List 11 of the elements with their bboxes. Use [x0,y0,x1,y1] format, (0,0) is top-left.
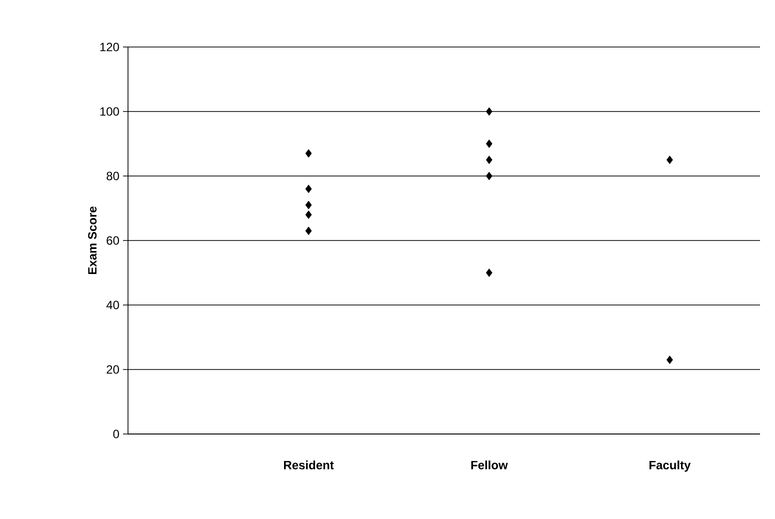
x-tick-label: Resident [284,460,334,470]
x-tick-label: Fellow [471,460,508,470]
y-tick-label: 0 [113,430,120,438]
y-tick-label: 20 [106,365,120,374]
y-tick-label: 100 [100,107,120,116]
y-tick-label: 60 [106,236,120,245]
y-tick-label: 80 [106,172,120,180]
y-axis-title: Exam Score [88,206,97,274]
y-tick-label: 120 [100,42,120,52]
x-tick-label: Faculty [650,460,691,472]
y-tick-label: 40 [106,300,120,310]
